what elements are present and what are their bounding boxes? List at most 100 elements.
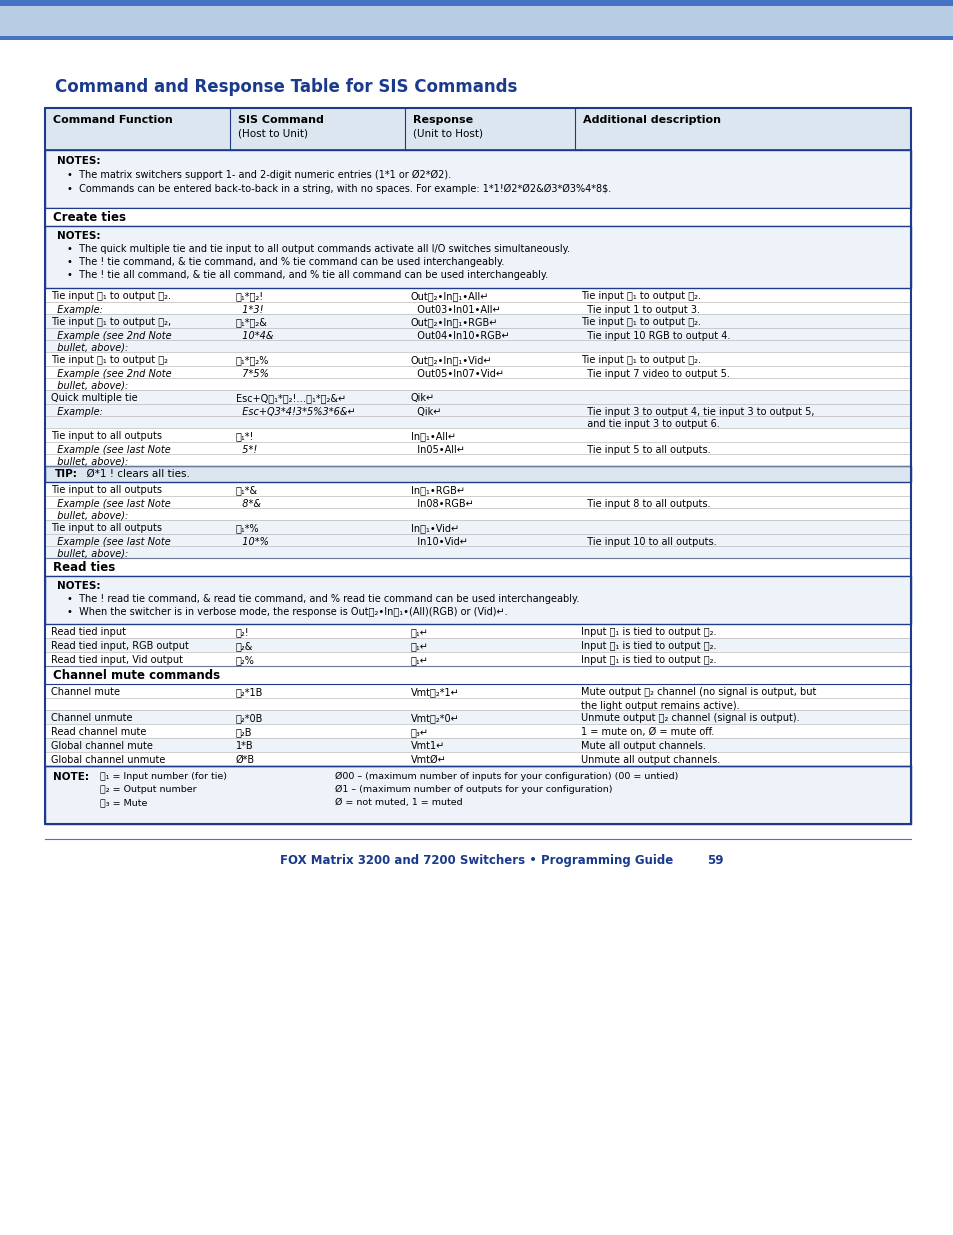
Text: Read ties: Read ties bbox=[53, 561, 115, 574]
Bar bbox=[45, 390, 910, 404]
Text: 1 = mute on, Ø = mute off.: 1 = mute on, Ø = mute off. bbox=[580, 727, 714, 737]
Text: Tie input 1 to output 3.: Tie input 1 to output 3. bbox=[580, 305, 700, 315]
Text: 8*&: 8*& bbox=[235, 499, 261, 509]
Text: Out⓪₂•In⓪₁•All↵: Out⓪₂•In⓪₁•All↵ bbox=[411, 291, 489, 301]
Text: Example (see last Note: Example (see last Note bbox=[51, 499, 171, 509]
Text: Mute all output channels.: Mute all output channels. bbox=[580, 741, 705, 751]
Text: Out⓪₂•In⓪₁•RGB↵: Out⓪₂•In⓪₁•RGB↵ bbox=[411, 317, 497, 327]
Text: Tie input ⓪₁ to output ⓪₂.: Tie input ⓪₁ to output ⓪₂. bbox=[580, 354, 700, 366]
Text: Command Function: Command Function bbox=[53, 115, 172, 125]
Text: (Host to Unit): (Host to Unit) bbox=[237, 128, 308, 140]
Bar bbox=[45, 429, 910, 442]
Text: Qik↵: Qik↵ bbox=[411, 393, 435, 403]
Text: Tie input to all outputs: Tie input to all outputs bbox=[51, 522, 162, 534]
Text: ⓪₃↵: ⓪₃↵ bbox=[411, 727, 429, 737]
Bar bbox=[0, 6, 953, 36]
Text: NOTES:: NOTES: bbox=[57, 580, 100, 592]
Bar bbox=[45, 442, 910, 454]
Text: ⓪₂&: ⓪₂& bbox=[235, 641, 253, 651]
Text: In08•RGB↵: In08•RGB↵ bbox=[411, 499, 474, 509]
Text: ⓪₂ = Output number: ⓪₂ = Output number bbox=[100, 785, 196, 794]
Text: ⓪₁*!: ⓪₁*! bbox=[235, 431, 254, 441]
Text: Qik↵: Qik↵ bbox=[411, 408, 441, 417]
Text: ⓪₂*1B: ⓪₂*1B bbox=[235, 687, 263, 697]
Bar bbox=[45, 340, 910, 352]
Bar bbox=[45, 710, 910, 724]
Text: bullet, above):: bullet, above): bbox=[51, 550, 128, 559]
Text: Global channel unmute: Global channel unmute bbox=[51, 755, 165, 764]
Text: Ø*B: Ø*B bbox=[235, 755, 254, 764]
Text: Esc+Q3*4!3*5%3*6&↵: Esc+Q3*4!3*5%3*6&↵ bbox=[235, 408, 355, 417]
Text: Esc+Q⓪₁*⓪₂!…⓪₁*⓪₂&↵: Esc+Q⓪₁*⓪₂!…⓪₁*⓪₂&↵ bbox=[235, 393, 346, 403]
Text: NOTE:: NOTE: bbox=[53, 772, 89, 782]
Text: Out05•In07•Vid↵: Out05•In07•Vid↵ bbox=[411, 369, 503, 379]
Text: Input ⓪₁ is tied to output ⓪₂.: Input ⓪₁ is tied to output ⓪₂. bbox=[580, 641, 716, 651]
Text: Example:: Example: bbox=[51, 305, 103, 315]
Text: the light output remains active).: the light output remains active). bbox=[580, 701, 739, 711]
Text: ⓪₁*⓪₂!: ⓪₁*⓪₂! bbox=[235, 291, 264, 301]
Bar bbox=[45, 416, 910, 429]
Text: Unmute output ⓪₂ channel (signal is output).: Unmute output ⓪₂ channel (signal is outp… bbox=[580, 713, 799, 722]
Bar bbox=[45, 352, 910, 366]
Bar bbox=[45, 520, 910, 534]
Text: Vmt⓪₂*0↵: Vmt⓪₂*0↵ bbox=[411, 713, 459, 722]
Text: 10*%: 10*% bbox=[235, 537, 269, 547]
Bar bbox=[45, 366, 910, 378]
Text: ⓪₁↵: ⓪₁↵ bbox=[411, 627, 429, 637]
Text: TIP:: TIP: bbox=[55, 469, 78, 479]
Text: •  The ! read tie command, & read tie command, and % read tie command can be use: • The ! read tie command, & read tie com… bbox=[67, 594, 578, 604]
Text: Tie input 7 video to output 5.: Tie input 7 video to output 5. bbox=[580, 369, 729, 379]
Bar bbox=[45, 724, 910, 739]
Text: Read tied input, RGB output: Read tied input, RGB output bbox=[51, 641, 189, 651]
Text: and tie input 3 to output 6.: and tie input 3 to output 6. bbox=[580, 419, 719, 429]
Text: ⓪₁ = Input number (for tie): ⓪₁ = Input number (for tie) bbox=[100, 772, 227, 781]
Bar bbox=[45, 329, 910, 340]
Text: Channel mute commands: Channel mute commands bbox=[53, 669, 220, 682]
Text: Create ties: Create ties bbox=[53, 211, 126, 224]
Text: Tie input to all outputs: Tie input to all outputs bbox=[51, 431, 162, 441]
Text: Read tied input, Vid output: Read tied input, Vid output bbox=[51, 655, 183, 664]
Bar bbox=[45, 652, 910, 666]
Text: ⓪₁*⓪₂&: ⓪₁*⓪₂& bbox=[235, 317, 268, 327]
Text: Example (see 2nd Note: Example (see 2nd Note bbox=[51, 369, 172, 379]
Text: 7*5%: 7*5% bbox=[235, 369, 269, 379]
Text: ⓪₃ = Mute: ⓪₃ = Mute bbox=[100, 798, 147, 806]
Text: ⓪₂B: ⓪₂B bbox=[235, 727, 253, 737]
Bar bbox=[45, 466, 910, 482]
Text: Example (see last Note: Example (see last Note bbox=[51, 445, 171, 454]
Text: ⓪₁↵: ⓪₁↵ bbox=[411, 641, 429, 651]
Text: In10•Vid↵: In10•Vid↵ bbox=[411, 537, 467, 547]
Bar bbox=[45, 576, 910, 624]
Text: Read tied input: Read tied input bbox=[51, 627, 126, 637]
Text: •  Commands can be entered back-to-back in a string, with no spaces. For example: • Commands can be entered back-to-back i… bbox=[67, 184, 611, 194]
Text: Tie input ⓪₁ to output ⓪₂.: Tie input ⓪₁ to output ⓪₂. bbox=[580, 291, 700, 301]
Text: In⓪₁•All↵: In⓪₁•All↵ bbox=[411, 431, 456, 441]
Text: SIS Command: SIS Command bbox=[237, 115, 323, 125]
Bar bbox=[45, 404, 910, 416]
Bar bbox=[0, 0, 953, 6]
Text: Ø00 – (maximum number of inputs for your configuration) (00 = untied): Ø00 – (maximum number of inputs for your… bbox=[335, 772, 678, 782]
Text: Tie input 5 to all outputs.: Tie input 5 to all outputs. bbox=[580, 445, 710, 454]
Text: 1*3!: 1*3! bbox=[235, 305, 263, 315]
Bar bbox=[45, 546, 910, 558]
Bar bbox=[45, 739, 910, 752]
Text: ⓪₁↵: ⓪₁↵ bbox=[411, 655, 429, 664]
Text: Tie input ⓪₁ to output ⓪₂.: Tie input ⓪₁ to output ⓪₂. bbox=[51, 291, 171, 301]
Bar bbox=[45, 508, 910, 520]
Bar bbox=[45, 558, 910, 576]
Bar bbox=[45, 638, 910, 652]
Text: Out⓪₂•In⓪₁•Vid↵: Out⓪₂•In⓪₁•Vid↵ bbox=[411, 354, 492, 366]
Text: •  The ! tie all command, & tie all command, and % tie all command can be used i: • The ! tie all command, & tie all comma… bbox=[67, 270, 548, 280]
Text: 10*4&: 10*4& bbox=[235, 331, 274, 341]
Text: Tie input ⓪₁ to output ⓪₂: Tie input ⓪₁ to output ⓪₂ bbox=[51, 354, 168, 366]
Text: 1*B: 1*B bbox=[235, 741, 253, 751]
Text: ⓪₂!: ⓪₂! bbox=[235, 627, 250, 637]
Text: VmtØ↵: VmtØ↵ bbox=[411, 755, 446, 764]
Text: Tie input ⓪₁ to output ⓪₂.: Tie input ⓪₁ to output ⓪₂. bbox=[580, 317, 700, 327]
Text: Quick multiple tie: Quick multiple tie bbox=[51, 393, 137, 403]
Bar bbox=[45, 107, 910, 149]
Text: (Unit to Host): (Unit to Host) bbox=[413, 128, 482, 140]
Text: bullet, above):: bullet, above): bbox=[51, 511, 128, 521]
Text: Global channel mute: Global channel mute bbox=[51, 741, 152, 751]
Text: Tie input ⓪₁ to output ⓪₂,: Tie input ⓪₁ to output ⓪₂, bbox=[51, 317, 171, 327]
